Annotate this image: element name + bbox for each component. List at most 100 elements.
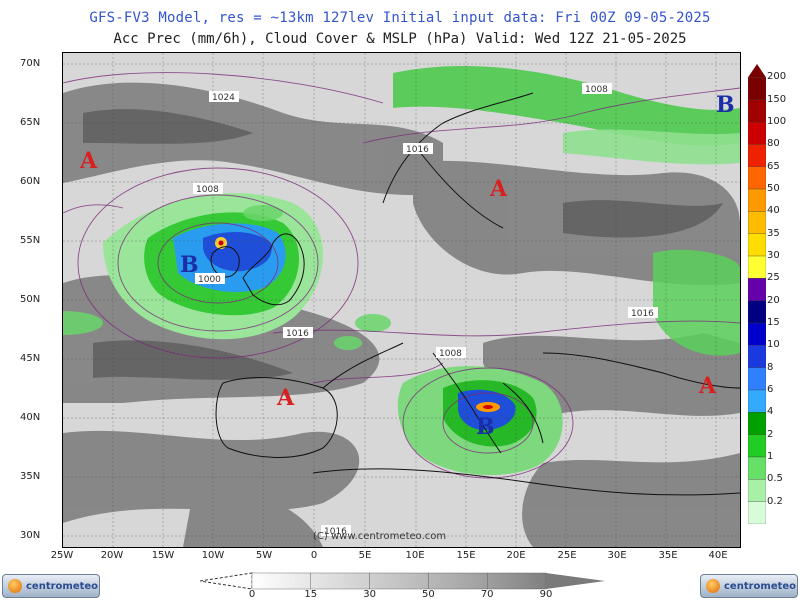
title-fields-valid: Acc Prec (mm/6h), Cloud Cover & MSLP (hP… — [113, 31, 687, 47]
cloud-color-segment — [310, 572, 370, 590]
graticule — [63, 53, 740, 547]
isobar-labels: 1024 1016 1008 1000 1016 1016 1008 1008 … — [193, 83, 658, 537]
precip-scale-label: 40 — [767, 205, 780, 217]
low-pressure-center: B — [476, 414, 495, 440]
isobar-label: 1016 — [406, 145, 429, 155]
precip-color-swatch — [748, 188, 766, 212]
cloud-color-segment — [369, 572, 429, 590]
cloud-color-segment — [428, 572, 488, 590]
precip-color-swatch — [748, 255, 766, 279]
high-pressure-center: A — [79, 148, 98, 174]
precip-scale-label: 35 — [767, 227, 780, 239]
precip-scale-label: 10 — [767, 339, 780, 351]
lon-label: 15E — [456, 550, 476, 561]
precip-color-swatch — [748, 322, 766, 346]
lon-label: 30E — [607, 550, 627, 561]
lon-label: 40E — [708, 550, 728, 561]
high-pressure-center: A — [276, 385, 295, 411]
isobar-label: 1008 — [439, 349, 462, 359]
isobar-label: 1008 — [585, 85, 608, 95]
isobar-label: 1016 — [631, 309, 654, 319]
precip-scale-label: 20 — [767, 294, 780, 306]
precip-scale-label: 0.5 — [767, 473, 783, 485]
precip-color-swatch — [748, 456, 766, 480]
cloud-color-segment — [251, 572, 311, 590]
precip-scale-label: 80 — [767, 138, 780, 150]
precip-scale-label: 25 — [767, 272, 780, 284]
precip-scale-label: 0.2 — [767, 495, 783, 507]
precip-scale-label: 1 — [767, 451, 774, 462]
precip-colorbar — [748, 64, 766, 524]
lat-label: 30N — [20, 530, 41, 541]
low-pressure-center: B — [716, 92, 735, 118]
cloud-color-segment — [487, 572, 547, 590]
cloud-cover-bar — [200, 572, 605, 590]
lat-label: 45N — [20, 353, 41, 364]
lon-label: 5E — [358, 550, 372, 561]
precip-color-swatch — [748, 233, 766, 257]
weather-map: 1024 1016 1008 1000 1016 1016 1008 1008 … — [62, 52, 741, 548]
cloud-scale-label: 90 — [539, 589, 553, 600]
logo-text: centrometeo — [26, 580, 99, 592]
lon-label: 20W — [100, 550, 124, 561]
precip-color-swatch — [748, 479, 766, 502]
precip-scale-label: 50 — [767, 183, 780, 195]
precip-color-swatch — [748, 434, 766, 458]
cloud-scale-label: 50 — [422, 589, 435, 600]
lon-label: 20E — [506, 550, 526, 561]
lon-label: 25W — [50, 550, 74, 561]
copyright-text: (C) www.centrometeo.com — [313, 531, 446, 542]
precip-color-swatch — [748, 166, 766, 190]
precip-color-swatch — [748, 367, 766, 391]
cloud-scale-label: 0 — [248, 589, 256, 600]
lat-label: 70N — [20, 58, 41, 69]
precip-color-swatch — [748, 278, 766, 301]
isobar-label: 1016 — [324, 527, 347, 537]
low-pressure-center: B — [180, 252, 199, 278]
cloud-scale-label: 15 — [304, 589, 318, 600]
precip-color-swatch — [748, 389, 766, 413]
lat-label: 60N — [20, 176, 41, 187]
lon-label: 10W — [201, 550, 225, 561]
precip-color-swatch — [748, 144, 766, 167]
logo-text: centrometeo — [724, 580, 797, 592]
precip-scale-label: 2 — [767, 428, 774, 440]
isobar-label: 1000 — [198, 275, 221, 285]
precip-color-swatch — [748, 99, 766, 123]
precip-scale-label: 15 — [767, 317, 780, 329]
precip-color-swatch — [748, 501, 766, 524]
precip-color-swatch — [748, 300, 766, 324]
lat-label: 65N — [20, 117, 41, 128]
title-model-info: GFS-FV3 Model, res = ~13km 127lev Initia… — [89, 10, 711, 26]
lat-label: 35N — [20, 471, 41, 482]
precip-color-swatch — [748, 121, 766, 145]
precip-scale-label: 30 — [767, 250, 780, 262]
precip-scale-label: 150 — [767, 93, 787, 105]
precip-color-swatch — [748, 77, 766, 100]
isobar-label: 1024 — [212, 93, 235, 103]
isobar-label: 1008 — [196, 185, 219, 195]
cloud-scale-label: 70 — [480, 589, 494, 600]
lat-label: 50N — [20, 294, 41, 305]
lat-label: 55N — [20, 235, 41, 246]
centrometeo-logo-right[interactable]: centrometeo — [700, 574, 798, 598]
precip-scale-label: 4 — [767, 406, 774, 418]
centrometeo-logo-left[interactable]: centrometeo — [2, 574, 100, 598]
precip-scale-label: 200 — [767, 71, 787, 83]
precip-color-swatch — [748, 211, 766, 234]
high-pressure-center: A — [698, 373, 717, 399]
cloud-bar-arrow-right — [546, 573, 605, 589]
lon-label: 35E — [658, 550, 678, 561]
lon-label: 10E — [405, 550, 425, 561]
high-pressure-center: A — [489, 176, 508, 202]
cloud-bar-arrow-left — [200, 572, 253, 590]
precip-scale-label: 100 — [767, 116, 787, 128]
precip-color-swatch — [748, 412, 766, 435]
lon-label: 15W — [151, 550, 175, 561]
precip-color-swatch — [748, 345, 766, 368]
precip-scale-label: 8 — [767, 361, 774, 373]
lat-label: 40N — [20, 412, 41, 423]
precip-color-swatch — [748, 64, 766, 78]
lon-label: 0 — [310, 550, 318, 561]
isobar-label: 1016 — [286, 329, 309, 339]
